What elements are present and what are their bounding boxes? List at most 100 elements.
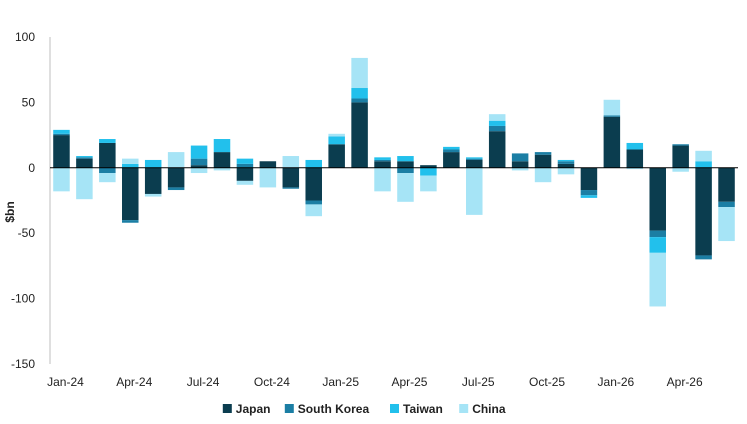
bar-japan-dec-24	[305, 167, 322, 201]
bar-taiwan-nov-25	[557, 159, 575, 162]
bar-taiwan-sep-24	[236, 158, 254, 164]
legend-swatch-south-korea	[284, 404, 294, 413]
bar-china-jan-25	[328, 133, 345, 137]
bar-china-oct-24	[259, 167, 277, 188]
bar-japan-may-24	[144, 167, 162, 194]
bar-south-korea-nov-24	[282, 187, 300, 189]
legend-label-china: China	[472, 402, 506, 416]
x-tick-label: Apr-24	[116, 375, 152, 389]
bar-south-korea-aug-25	[488, 125, 506, 132]
bar-japan-feb-24	[76, 158, 93, 168]
bar-japan-nov-24	[282, 167, 300, 188]
x-tick-label: Jan-24	[47, 375, 84, 389]
bar-taiwan-mar-25	[374, 157, 391, 160]
bar-japan-may-26	[695, 167, 712, 256]
bar-south-korea-may-26	[695, 255, 712, 260]
bar-china-jul-24	[190, 167, 208, 174]
bar-south-korea-jun-25	[443, 149, 460, 153]
bar-taiwan-jan-25	[328, 136, 345, 145]
bar-japan-feb-26	[626, 149, 644, 168]
bar-china-jan-24	[53, 167, 70, 192]
bar-south-korea-mar-26	[649, 230, 666, 238]
bar-japan-aug-24	[213, 152, 231, 168]
bar-japan-mar-25	[374, 161, 391, 168]
bar-taiwan-aug-25	[488, 120, 506, 126]
bar-china-may-26	[695, 150, 712, 162]
bar-south-korea-feb-24	[76, 157, 93, 159]
bar-south-korea-jan-26	[603, 115, 621, 117]
bar-south-korea-jul-25	[466, 158, 483, 160]
x-tick-label: Jul-25	[462, 375, 495, 389]
bar-taiwan-dec-25	[580, 195, 598, 198]
bar-taiwan-dec-24	[305, 159, 322, 168]
bar-china-mar-26	[649, 252, 666, 307]
bar-south-korea-jan-24	[53, 133, 70, 136]
bar-china-apr-24	[122, 158, 139, 164]
bar-taiwan-feb-24	[76, 156, 93, 158]
bar-china-sep-24	[236, 180, 254, 185]
y-tick-label: -150	[11, 357, 35, 371]
bar-japan-jan-24	[53, 135, 70, 168]
bar-japan-feb-25	[351, 102, 368, 168]
bar-taiwan-mar-26	[649, 237, 666, 253]
bar-japan-jun-24	[167, 167, 185, 188]
y-tick-label: 0	[28, 161, 35, 175]
bar-taiwan-may-26	[695, 161, 712, 168]
legend-label-japan: Japan	[236, 402, 271, 416]
bar-south-korea-jun-24	[167, 187, 185, 191]
bar-china-oct-25	[534, 167, 552, 183]
x-tick-label: Jan-26	[598, 375, 635, 389]
bar-china-mar-24	[99, 173, 116, 183]
bar-taiwan-feb-26	[626, 142, 644, 150]
legend-swatch-taiwan	[390, 404, 399, 413]
y-tick-label: 100	[15, 30, 35, 44]
bar-china-mar-25	[374, 167, 391, 192]
bar-south-korea-dec-25	[580, 190, 598, 196]
bar-china-apr-26	[672, 167, 689, 172]
bar-china-aug-24	[213, 167, 231, 171]
bar-china-jan-26	[603, 99, 621, 116]
bar-china-may-24	[144, 193, 162, 197]
legend-swatch-china	[459, 404, 469, 413]
x-tick-label: Apr-25	[391, 375, 427, 389]
bar-south-korea-oct-25	[534, 152, 552, 155]
y-tick-labels: 100 50 0 -50 -100 -150	[11, 30, 35, 371]
bar-south-korea-apr-24	[122, 220, 139, 223]
bar-south-korea-feb-25	[351, 98, 368, 103]
bar-japan-may-25	[420, 165, 437, 168]
bar-japan-sep-24	[236, 167, 254, 181]
bar-japan-apr-26	[672, 145, 689, 168]
y-tick-label: 50	[22, 95, 36, 109]
bar-china-nov-25	[557, 167, 575, 175]
bar-taiwan-feb-25	[351, 88, 368, 99]
bar-taiwan-apr-25	[397, 156, 414, 162]
bar-china-apr-25	[397, 173, 414, 202]
bar-south-korea-dec-24	[305, 200, 322, 205]
bar-japan-apr-24	[122, 167, 139, 221]
bar-south-korea-apr-25	[397, 167, 414, 174]
bar-south-korea-sep-24	[236, 163, 254, 168]
bar-taiwan-mar-24	[99, 139, 116, 143]
bar-south-korea-nov-25	[557, 161, 575, 164]
bar-china-feb-25	[351, 57, 368, 89]
bar-china-jun-24	[167, 152, 185, 168]
bar-taiwan-jan-24	[53, 129, 70, 134]
bar-japan-jul-25	[466, 159, 483, 168]
bar-china-sep-25	[511, 167, 529, 171]
bar-taiwan-jun-25	[443, 146, 460, 150]
bar-china-feb-26	[626, 167, 644, 170]
bar-south-korea-apr-26	[672, 144, 689, 146]
legend: Japan South Korea Taiwan China	[222, 402, 506, 416]
x-tick-label: Jan-25	[322, 375, 359, 389]
bar-china-dec-24	[305, 204, 322, 217]
bar-japan-jun-25	[443, 152, 460, 168]
bar-taiwan-apr-24	[122, 163, 139, 168]
y-tick-label: -50	[18, 226, 36, 240]
bar-japan-apr-25	[397, 161, 414, 168]
bar-japan-nov-25	[557, 163, 575, 168]
bar-south-korea-jul-24	[190, 158, 208, 166]
bar-china-feb-24	[76, 167, 93, 200]
x-tick-label: Apr-26	[667, 375, 703, 389]
bar-japan-jan-25	[328, 144, 345, 168]
bar-japan-mar-26	[649, 167, 666, 231]
